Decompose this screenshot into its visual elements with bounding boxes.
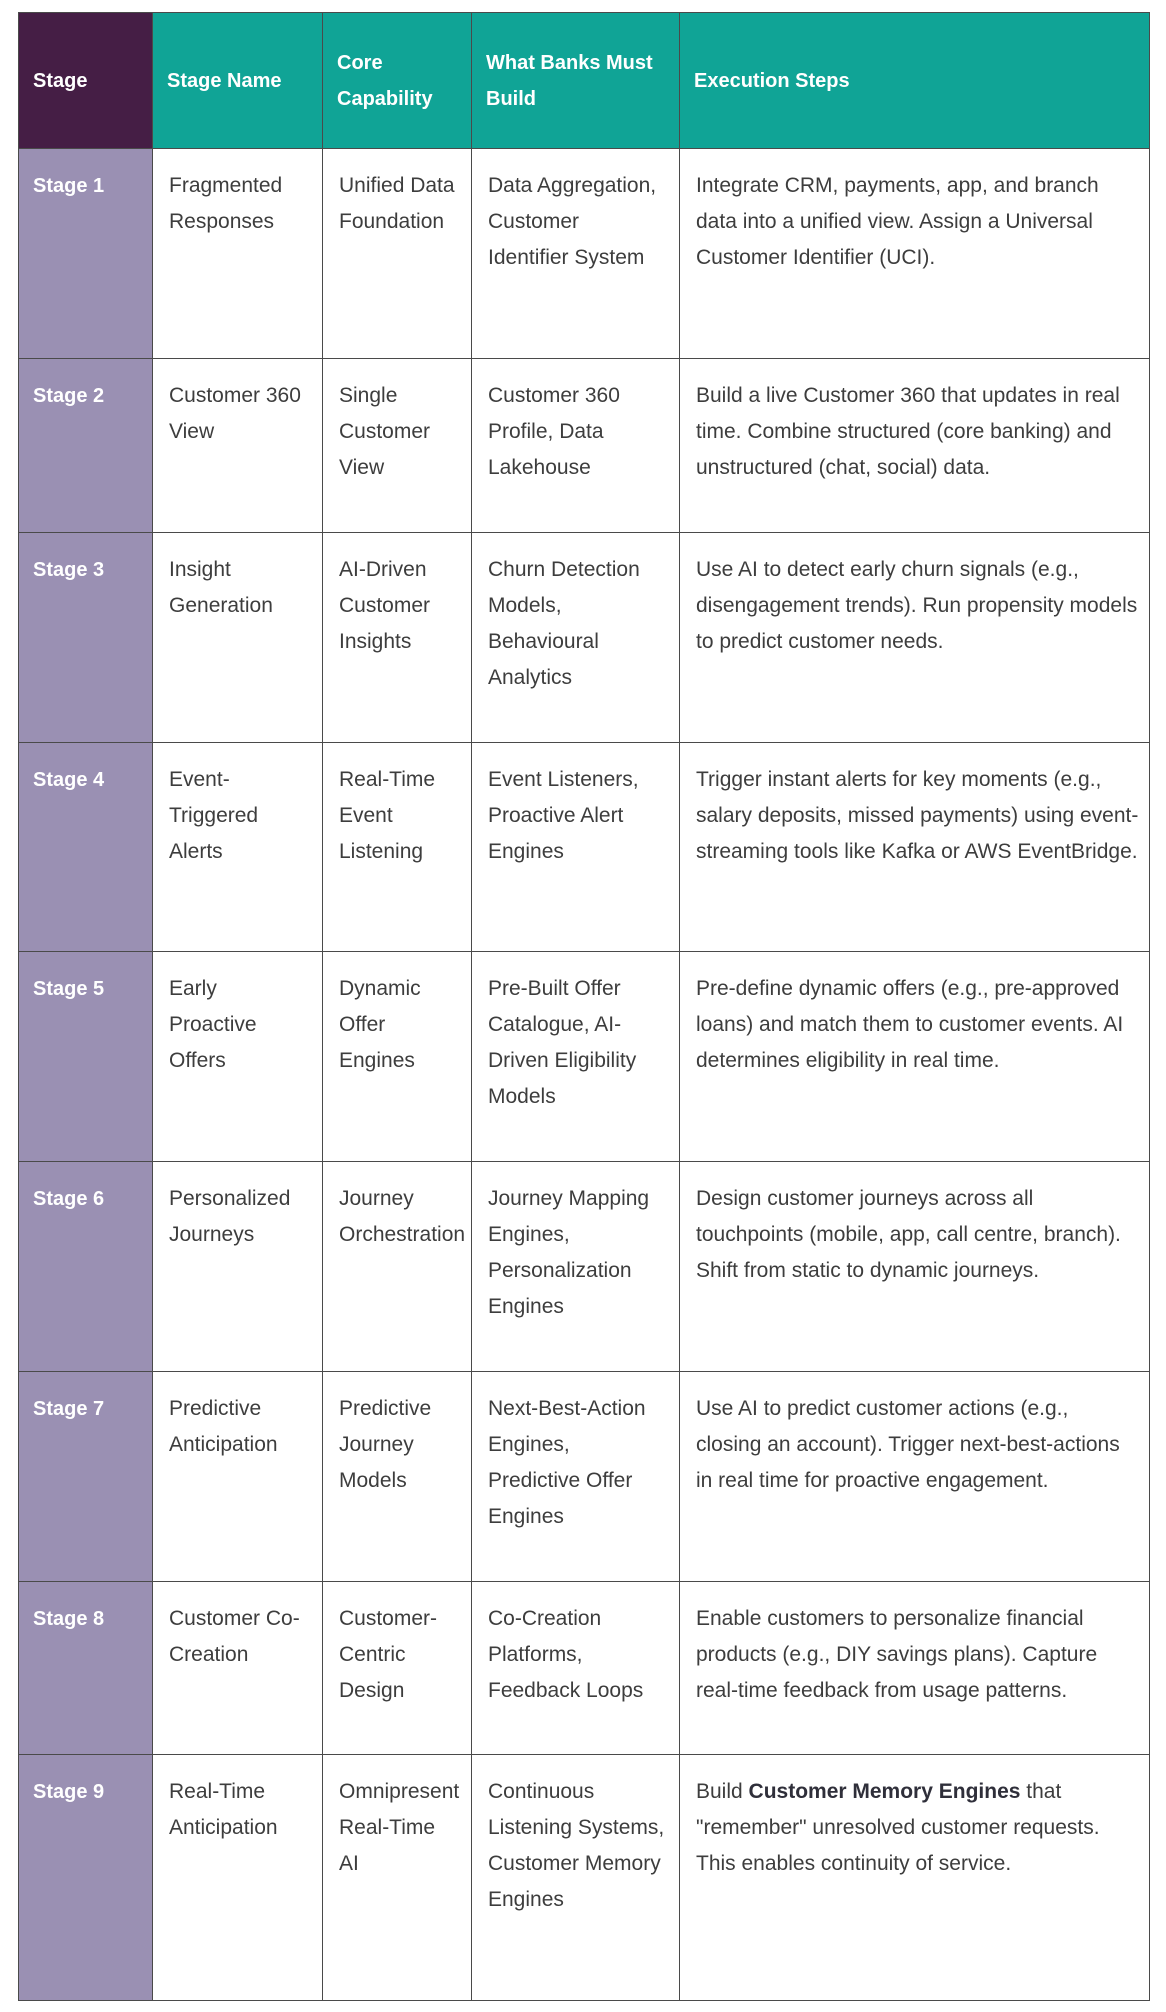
stage-name-cell: Customer 360 View (152, 358, 323, 533)
stage-table: Stage Stage Name Core Capability What Ba… (18, 12, 1150, 2001)
execution-steps-cell: Pre-define dynamic offers (e.g., pre-app… (679, 951, 1150, 1162)
header-core-capability: Core Capability (322, 12, 472, 149)
stage-label: Stage 5 (18, 951, 153, 1162)
stage-name-cell: Early Proactive Offers (152, 951, 323, 1162)
table-row: Stage 6 Personalized Journeys Journey Or… (18, 1161, 1150, 1372)
table-row: Stage 3 Insight Generation AI-Driven Cus… (18, 532, 1150, 743)
core-capability-cell: Customer-Centric Design (322, 1581, 472, 1755)
header-stage-name: Stage Name (152, 12, 323, 149)
table-row: Stage 2 Customer 360 View Single Custome… (18, 358, 1150, 533)
table-row: Stage 9 Real-Time Anticipation Omniprese… (18, 1754, 1150, 2001)
execution-steps-prefix: Build (696, 1780, 749, 1803)
core-capability-cell: Single Customer View (322, 358, 472, 533)
table-body: Stage 1 Fragmented Responses Unified Dat… (18, 148, 1150, 2001)
core-capability-cell: Dynamic Offer Engines (322, 951, 472, 1162)
core-capability-cell: Unified Data Foundation (322, 148, 472, 359)
table-row: Stage 1 Fragmented Responses Unified Dat… (18, 148, 1150, 359)
what-banks-must-build-cell: Event Listeners, Proactive Alert Engines (471, 742, 680, 952)
execution-steps-cell: Trigger instant alerts for key moments (… (679, 742, 1150, 952)
stage-name-cell: Real-Time Anticipation (152, 1754, 323, 2001)
core-capability-cell: Journey Orchestration (322, 1161, 472, 1372)
header-execution-steps: Execution Steps (679, 12, 1150, 149)
execution-steps-cell: Design customer journeys across all touc… (679, 1161, 1150, 1372)
what-banks-must-build-cell: Next-Best-Action Engines, Predictive Off… (471, 1371, 680, 1582)
header-what-banks-must-build: What Banks Must Build (471, 12, 680, 149)
execution-steps-cell: Build Customer Memory Engines that "reme… (679, 1754, 1150, 2001)
core-capability-cell: Real-Time Event Listening (322, 742, 472, 952)
what-banks-must-build-cell: Pre-Built Offer Catalogue, AI-Driven Eli… (471, 951, 680, 1162)
stage-label: Stage 4 (18, 742, 153, 952)
what-banks-must-build-cell: Journey Mapping Engines, Personalization… (471, 1161, 680, 1372)
stage-name-cell: Insight Generation (152, 532, 323, 743)
core-capability-cell: AI-Driven Customer Insights (322, 532, 472, 743)
core-capability-cell: Omnipresent Real-Time AI (322, 1754, 472, 2001)
table-row: Stage 7 Predictive Anticipation Predicti… (18, 1371, 1150, 1582)
header-row: Stage Stage Name Core Capability What Ba… (18, 12, 1150, 149)
table-row: Stage 4 Event-Triggered Alerts Real-Time… (18, 742, 1150, 952)
stage-label: Stage 7 (18, 1371, 153, 1582)
table-row: Stage 5 Early Proactive Offers Dynamic O… (18, 951, 1150, 1162)
what-banks-must-build-cell: Co-Creation Platforms, Feedback Loops (471, 1581, 680, 1755)
what-banks-must-build-cell: Churn Detection Models, Behavioural Anal… (471, 532, 680, 743)
execution-steps-cell: Use AI to detect early churn signals (e.… (679, 532, 1150, 743)
stage-label: Stage 9 (18, 1754, 153, 2001)
header-stage: Stage (18, 12, 153, 149)
stage-label: Stage 2 (18, 358, 153, 533)
stage-label: Stage 6 (18, 1161, 153, 1372)
stage-name-cell: Customer Co-Creation (152, 1581, 323, 1755)
execution-steps-suffix: that "remember" unresolved customer requ… (696, 1780, 1100, 1875)
execution-steps-emphasis: Customer Memory Engines (748, 1780, 1021, 1803)
table-header: Stage Stage Name Core Capability What Ba… (18, 12, 1150, 149)
table-row: Stage 8 Customer Co-Creation Customer-Ce… (18, 1581, 1150, 1755)
stage-name-cell: Predictive Anticipation (152, 1371, 323, 1582)
core-capability-cell: Predictive Journey Models (322, 1371, 472, 1582)
execution-steps-cell: Integrate CRM, payments, app, and branch… (679, 148, 1150, 359)
execution-steps-cell: Build a live Customer 360 that updates i… (679, 358, 1150, 533)
stage-name-cell: Personalized Journeys (152, 1161, 323, 1372)
stage-label: Stage 1 (18, 148, 153, 359)
stage-name-cell: Event-Triggered Alerts (152, 742, 323, 952)
execution-steps-cell: Use AI to predict customer actions (e.g.… (679, 1371, 1150, 1582)
stage-name-cell: Fragmented Responses (152, 148, 323, 359)
stage-label: Stage 3 (18, 532, 153, 743)
what-banks-must-build-cell: Data Aggregation, Customer Identifier Sy… (471, 148, 680, 359)
what-banks-must-build-cell: Continuous Listening Systems, Customer M… (471, 1754, 680, 2001)
execution-steps-cell: Enable customers to personalize financia… (679, 1581, 1150, 1755)
what-banks-must-build-cell: Customer 360 Profile, Data Lakehouse (471, 358, 680, 533)
stage-label: Stage 8 (18, 1581, 153, 1755)
